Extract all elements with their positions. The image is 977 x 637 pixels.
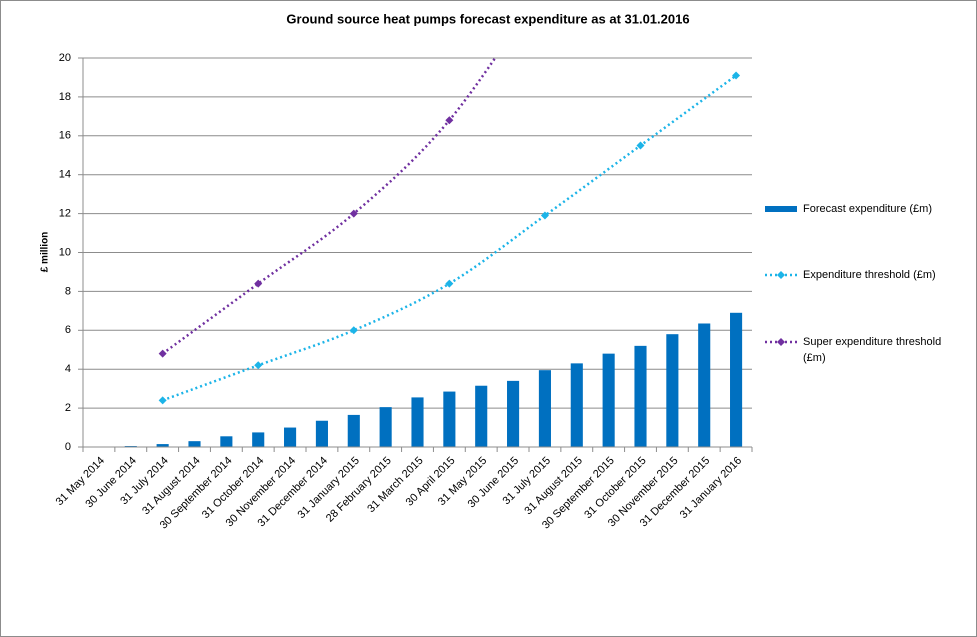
y-tick-label: 6 [65, 324, 71, 336]
y-tick-label: 0 [65, 441, 71, 453]
bar [698, 323, 711, 447]
legend-label: Expenditure threshold (£m) [803, 269, 936, 281]
y-tick-label: 18 [59, 91, 71, 103]
bar [730, 312, 743, 447]
legend-marker [777, 338, 785, 346]
marker [158, 396, 167, 405]
marker [445, 279, 454, 288]
bar [379, 407, 392, 447]
bar [347, 414, 360, 447]
bar [315, 420, 328, 447]
marker [158, 349, 167, 358]
y-tick-label: 8 [65, 285, 71, 297]
bar [411, 397, 424, 447]
bar [443, 391, 456, 447]
line [161, 58, 497, 355]
legend-label: Super expenditure threshold (£m) [803, 336, 941, 364]
marker [349, 326, 358, 335]
y-tick-label: 20 [59, 52, 71, 64]
marker [540, 211, 549, 220]
bar [666, 334, 679, 447]
marker [254, 279, 263, 288]
legend-swatch [765, 206, 797, 212]
bar [220, 436, 233, 447]
marker [349, 209, 358, 218]
bar [538, 370, 551, 447]
legend-marker [777, 271, 785, 279]
y-tick-label: 16 [59, 130, 71, 142]
bar [284, 427, 297, 447]
bar [475, 385, 488, 447]
plot-area [158, 58, 741, 405]
y-tick-label: 10 [59, 246, 71, 258]
marker [636, 141, 645, 150]
chart-title: Ground source heat pumps forecast expend… [286, 11, 689, 26]
bar [156, 444, 169, 447]
bar [602, 353, 615, 447]
y-tick-label: 12 [59, 208, 71, 220]
y-axis-label: £ million [40, 232, 51, 273]
legend-label: Forecast expenditure (£m) [803, 203, 932, 215]
bar [188, 441, 201, 447]
bar [634, 345, 647, 447]
bar [507, 380, 520, 447]
y-tick-label: 2 [65, 402, 71, 414]
y-tick-label: 4 [65, 363, 71, 375]
bar [570, 363, 583, 447]
marker [254, 361, 263, 370]
y-tick-label: 14 [59, 169, 71, 181]
marker [445, 116, 454, 125]
bar [252, 432, 265, 447]
marker [732, 71, 741, 80]
